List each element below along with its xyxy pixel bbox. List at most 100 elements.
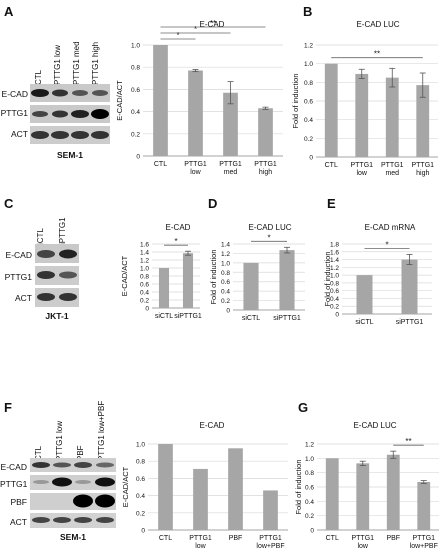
x-tick-label: PTTG1 med [381,162,404,177]
western-blot-a [30,84,110,144]
cell-line-label: JKT-1 [45,311,69,321]
y-tick-label: 0.4 [304,117,313,124]
panel-letter-g: G [298,400,309,415]
y-tick-label: 1.0 [140,266,149,273]
x-tick-label: siPTTG1 [396,319,424,326]
x-tick-label: CTL [154,161,167,168]
chart-b: 0 0.2 0.4 0.6 0.8 1.0 1.2 CTL PTTG1 low PTTG1 med PT… [291,20,438,177]
blot-row-label: PTTG1 [0,108,28,118]
y-tick-label: 0.4 [330,296,339,303]
x-tick-label: CTL [159,535,172,542]
blot-row-label: E-CAD [5,250,32,260]
y-axis-label: E-CAD/ACT [121,466,130,507]
x-tick-label: siCTL [355,319,373,326]
bar [158,268,170,308]
x-tick-label: PTTG1 low+PBF [410,535,438,550]
bar [385,77,399,157]
y-tick-label: 1.0 [136,442,145,449]
y-tick-label: 0.4 [131,109,140,116]
panel-letter-c: C [4,196,14,211]
chart-e: 00.20.40.60.81.01.21.41.61.8 siCTL siPTTG1… [323,223,432,326]
bar [193,468,208,530]
y-tick-label: 0.2 [304,136,313,143]
x-tick-label: PBF [386,535,400,542]
panel-letter-a: A [4,4,14,19]
bar [243,262,259,310]
bar [324,63,338,157]
y-tick-label: 1.2 [140,258,149,265]
x-tick-label: siPTTG1 [174,313,202,320]
bar [325,458,339,530]
y-tick-label: 1.4 [330,257,339,264]
blot-row-label: ACT [10,517,27,527]
bar [279,250,295,310]
y-tick-label: 1.2 [305,442,314,449]
significance-label: * [174,237,177,246]
y-tick-label: 1.0 [305,456,314,463]
cell-line-label: SEM-1 [60,532,86,542]
chart-title: E-CAD [200,421,225,430]
y-tick-label: 1.6 [330,249,339,256]
x-tick-label: PTTG1 low [351,535,374,550]
blot-row-label: PBF [10,497,27,507]
y-tick-label: 1.0 [131,43,140,50]
y-tick-label: 1.8 [330,242,339,249]
y-tick-label: 0.8 [221,270,230,277]
y-tick-label: 1.0 [221,260,230,267]
y-tick-label: 0.6 [136,476,145,483]
y-tick-label: 1.4 [221,242,230,249]
x-tick-label: PTTG1 med [219,161,242,176]
y-tick-label: 0.8 [330,280,339,287]
y-axis-label: Fold of induction [323,251,332,306]
bar [182,253,194,308]
y-tick-label: 0.2 [140,298,149,305]
y-axis-label: E-CAD/ACT [120,255,129,296]
y-tick-label: 0.4 [305,499,314,506]
chart-title: E-CAD [166,223,191,232]
y-tick-label: 0.6 [305,485,314,492]
bar [223,92,238,156]
bar [401,259,418,314]
y-tick-label: 1.0 [330,273,339,280]
y-tick-label: 0.4 [136,493,145,500]
bar [188,70,203,156]
blot-row-label: PTTG1 [0,479,28,489]
chart-title: E-CAD [200,20,225,29]
significance-label: * [267,233,270,242]
y-tick-label: 0.6 [221,279,230,286]
chart-title: E-CAD mRNA [365,223,416,232]
chart-title: E-CAD LUC [353,421,396,430]
x-tick-label: siCTL [242,315,260,322]
western-blot-c [35,244,79,307]
y-tick-label: 1.2 [221,251,230,258]
bar [228,448,243,530]
chart-a: 0 0.2 0.4 0.6 0.8 1.0 CTL PTTG1 low PTTG1 med PTTG1… [115,19,283,176]
significance-label: * [176,31,179,40]
bar [263,490,278,530]
y-tick-label: 0.4 [140,290,149,297]
chart-title: E-CAD LUC [248,223,291,232]
panel-letter-f: F [4,400,12,415]
y-axis-label: Fold of induction [209,249,218,304]
blot-row-label: PTTG1 [4,272,32,282]
chart-title: E-CAD LUC [356,20,399,29]
blot-row-label: E-CAD [0,462,27,472]
y-tick-label: 0.8 [131,65,140,72]
y-tick-label: 0 [310,528,314,535]
y-tick-label: 1.0 [304,61,313,68]
y-tick-label: 0 [141,528,145,535]
blot-row-label: E-CAD [1,89,28,99]
chart-g: 0 0.2 0.4 0.6 0.8 1.0 1.2 CTL PTTG1 low PBF PTTG1 lo… [294,421,439,550]
y-tick-label: 1.6 [140,242,149,249]
y-tick-label: 0 [226,308,230,315]
x-tick-label: siPTTG1 [273,315,301,322]
y-tick-label: 0.2 [131,131,140,138]
blot-row-label: ACT [15,293,32,303]
x-tick-label: PTTG1 high [411,162,434,177]
y-tick-label: 0 [145,306,149,313]
y-tick-label: 0 [335,312,339,319]
x-tick-label: CTL [326,535,339,542]
significance-label: ** [210,19,216,28]
significance-label: * [385,241,388,250]
chart-f: 0 0.2 0.4 0.6 0.8 1.0 CTL PTTG1 low PBF PTTG1 low+P… [121,421,288,550]
